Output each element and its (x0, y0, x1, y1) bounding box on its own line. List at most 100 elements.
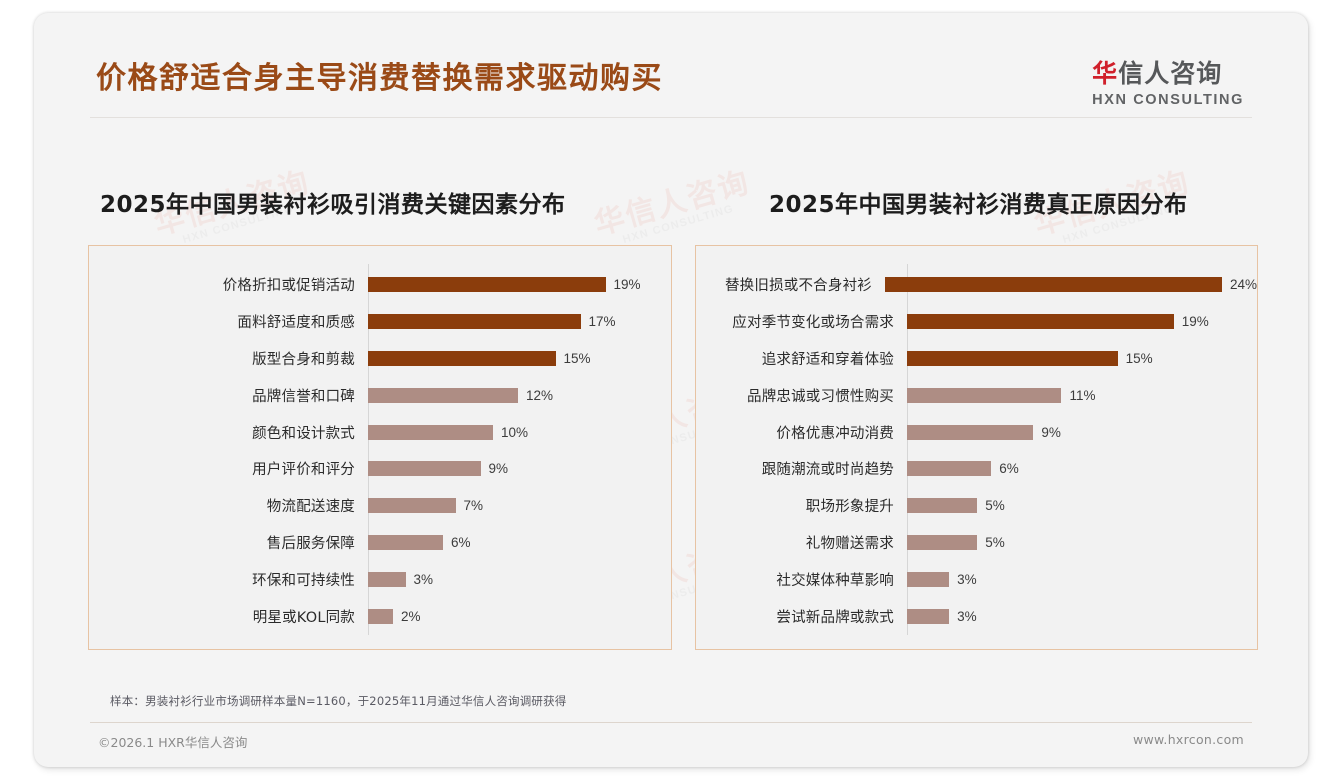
bar-row: 应对季节变化或场合需求 19% (696, 305, 1257, 338)
chart-panel-right: 替换旧损或不合身衬衫 24% 应对季节变化或场合需求 19% 追求舒适和穿着体验 15% 品… (695, 245, 1258, 650)
bar-value-label: 19% (613, 276, 641, 292)
bar-track: 19% (907, 313, 1257, 329)
bar (907, 535, 978, 551)
bar-row: 价格优惠冲动消费 9% (696, 416, 1257, 449)
bar-track: 2% (368, 608, 671, 624)
slide-page: 华信人咨询 HXN CONSULTING 华信人咨询 HXN CONSULTING 华信… (34, 13, 1308, 767)
bar-category-label: 环保和可持续性 (252, 573, 355, 590)
bar-value-label: 5% (985, 535, 1005, 551)
bar (907, 498, 978, 514)
bar-row: 物流配送速度 7% (89, 489, 671, 522)
chart-title-left: 2025年中国男装衬衫吸引消费关键因素分布 (100, 192, 566, 218)
bar-category-label: 明星或KOL同款 (252, 609, 355, 626)
bar-category-label: 物流配送速度 (266, 499, 355, 516)
bar-track: 5% (907, 535, 1257, 551)
footer-copyright: ©2026.1 HXR华信人咨询 (98, 735, 248, 750)
logo-english: HXN CONSULTING (1092, 92, 1244, 108)
axis-line-left (368, 264, 369, 635)
bar (368, 424, 493, 440)
bar-value-label: 24% (1229, 276, 1257, 292)
chart-title-right: 2025年中国男装衬衫消费真正原因分布 (769, 192, 1188, 218)
bar-category-label: 社交媒体种草影响 (776, 573, 894, 590)
bar-category-label: 价格折扣或促销活动 (222, 277, 355, 294)
bar-track: 10% (368, 424, 671, 440)
bar-category-label: 颜色和设计款式 (252, 425, 355, 442)
watermark-english: HXN CONSULTING (621, 202, 736, 246)
bar-track: 11% (907, 387, 1257, 403)
bar-value-label: 6% (451, 535, 471, 551)
bar (368, 350, 556, 366)
bar-category-label: 跟随潮流或时尚趋势 (761, 462, 894, 479)
bar-rows-right: 替换旧损或不合身衬衫 24% 应对季节变化或场合需求 19% 追求舒适和穿着体验 15% 品… (696, 266, 1257, 635)
bar-row: 尝试新品牌或款式 3% (696, 600, 1257, 633)
footer-website[interactable]: www.hxrcon.com (1133, 732, 1244, 747)
bar-value-label: 15% (563, 350, 591, 366)
bar-category-label: 礼物赠送需求 (805, 536, 894, 553)
bar-value-label: 7% (463, 498, 484, 514)
bar-category-label: 追求舒适和穿着体验 (761, 351, 894, 368)
bar (368, 572, 406, 588)
bar-category-label: 品牌忠诚或习惯性购买 (747, 388, 894, 405)
bar-row: 面料舒适度和质感 17% (89, 305, 671, 338)
bar-category-label: 售后服务保障 (266, 536, 355, 553)
bar-row: 跟随潮流或时尚趋势 6% (696, 452, 1257, 485)
bar-track: 3% (907, 572, 1257, 588)
bar (907, 461, 992, 477)
bar (368, 461, 481, 477)
bar (907, 608, 950, 624)
bar-track: 3% (907, 608, 1257, 624)
bar (884, 276, 1222, 292)
bar-row: 环保和可持续性 3% (89, 563, 671, 596)
bar-track: 7% (368, 498, 671, 514)
bar (368, 276, 606, 292)
axis-line-right (907, 264, 908, 635)
bar-track: 6% (907, 461, 1257, 477)
bar (368, 387, 518, 403)
bar-track: 19% (368, 276, 671, 292)
bar-category-label: 替换旧损或不合身衬衫 (724, 277, 872, 294)
bar-value-label: 12% (526, 387, 554, 403)
bar (907, 424, 1034, 440)
bar-value-label: 3% (957, 608, 977, 624)
logo-rest-chars: 信人咨询 (1118, 59, 1223, 88)
bar-category-label: 应对季节变化或场合需求 (732, 314, 894, 331)
bar (907, 350, 1118, 366)
logo-accent-char: 华 (1092, 59, 1119, 88)
bar-category-label: 价格优惠冲动消费 (776, 425, 894, 442)
bar-value-label: 19% (1181, 313, 1209, 329)
slide-header: 价格舒适合身主导消费替换需求驱动购买 华信人咨询 HXN CONSULTING (34, 13, 1308, 118)
bar-track: 24% (884, 276, 1257, 292)
bar-row: 职场形象提升 5% (696, 489, 1257, 522)
bar-row: 替换旧损或不合身衬衫 24% (696, 268, 1257, 301)
bar-row: 版型合身和剪裁 15% (89, 342, 671, 375)
bar (368, 498, 456, 514)
bar-value-label: 17% (588, 313, 616, 329)
bar-row: 用户评价和评分 9% (89, 452, 671, 485)
bar-row: 品牌信誉和口碑 12% (89, 379, 671, 412)
bar-row: 颜色和设计款式 10% (89, 416, 671, 449)
bar-track: 9% (368, 461, 671, 477)
watermark-chinese: 华信人咨询 (590, 165, 754, 242)
bar-row: 售后服务保障 6% (89, 526, 671, 559)
bar-value-label: 11% (1069, 387, 1096, 403)
bar-category-label: 品牌信誉和口碑 (252, 388, 355, 405)
bar (368, 313, 581, 329)
bar-value-label: 2% (401, 608, 421, 624)
bar-row: 礼物赠送需求 5% (696, 526, 1257, 559)
bar (907, 313, 1174, 329)
bar-row: 品牌忠诚或习惯性购买 11% (696, 379, 1257, 412)
bar-rows-left: 价格折扣或促销活动 19% 面料舒适度和质感 17% 版型合身和剪裁 15% 品牌信誉和口碑… (89, 266, 671, 635)
bar-track: 15% (907, 350, 1257, 366)
bar-row: 明星或KOL同款 2% (89, 600, 671, 633)
bar-track: 6% (368, 535, 671, 551)
bar-category-label: 面料舒适度和质感 (237, 314, 355, 331)
bar-track: 9% (907, 424, 1257, 440)
plot-area-right: 替换旧损或不合身衬衫 24% 应对季节变化或场合需求 19% 追求舒适和穿着体验 15% 品… (696, 246, 1257, 649)
bar-track: 5% (907, 498, 1257, 514)
bar-value-label: 9% (488, 461, 509, 477)
bar (368, 535, 443, 551)
bar-category-label: 职场形象提升 (805, 499, 894, 516)
bar (907, 572, 950, 588)
bar (368, 608, 393, 624)
